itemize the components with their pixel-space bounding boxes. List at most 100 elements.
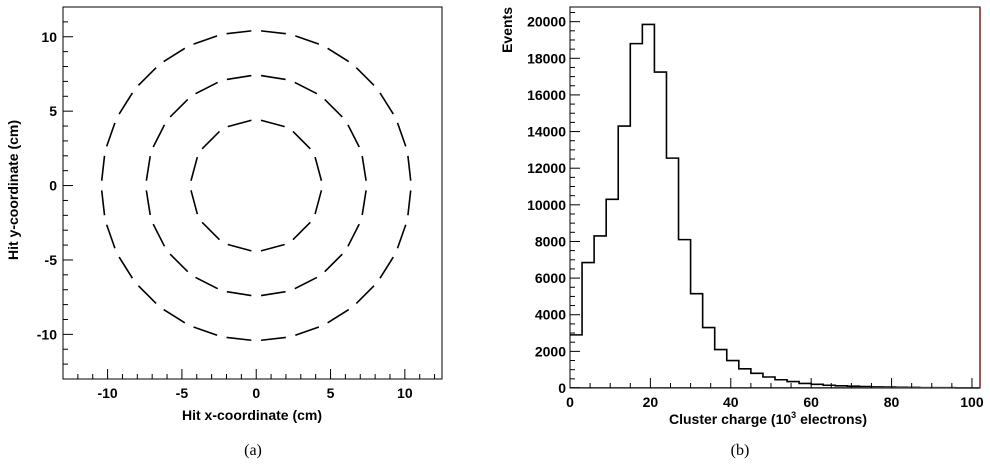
y-tick-label: 6000 xyxy=(535,270,566,286)
ring2-segment xyxy=(145,156,152,181)
ring1-segment xyxy=(314,156,323,181)
ring2-segment xyxy=(195,276,219,290)
ring1-segment xyxy=(260,119,285,128)
histogram-bin xyxy=(630,44,642,388)
x-tick-label: 10 xyxy=(397,385,413,401)
caption-b: (b) xyxy=(731,442,750,459)
ring3-segment xyxy=(295,326,320,337)
ring3-segment xyxy=(407,155,412,181)
ring2-segment xyxy=(347,124,360,148)
ring3-segment xyxy=(379,92,394,115)
ring3-segment xyxy=(407,190,412,216)
ring1-segment xyxy=(190,156,199,181)
x-tick-label: 0 xyxy=(252,385,260,401)
x-tick-label: 0 xyxy=(566,394,574,410)
y-axis-ticks: 10 5 0 -5 -10 xyxy=(37,21,73,365)
ring2-segment xyxy=(226,290,252,297)
ring1-segment xyxy=(292,221,311,241)
y-tick-label: -5 xyxy=(45,252,58,268)
histogram-bin xyxy=(703,328,715,388)
ring2-segment xyxy=(294,276,318,290)
ring2-segment xyxy=(152,124,166,148)
ring2-segment xyxy=(347,223,360,247)
panel-a: -10 -5 0 5 10 10 5 0 -5 -10 Hit x-coordinate (cm… xyxy=(5,6,443,459)
y-tick-label: 5 xyxy=(49,103,57,119)
y-tick-label: 12000 xyxy=(527,160,566,176)
ring3-segment xyxy=(137,285,157,305)
x-tick-label: -10 xyxy=(97,385,117,401)
ring1-segment xyxy=(292,130,311,150)
ring2-segment xyxy=(169,253,189,273)
ring3-segment xyxy=(379,256,394,279)
x-tick-label: 20 xyxy=(643,394,659,410)
ring3-segment xyxy=(260,336,286,342)
ring2-segment xyxy=(361,190,367,216)
histogram-line xyxy=(570,23,980,389)
histogram-bin xyxy=(642,24,654,388)
ring3-segment xyxy=(327,308,350,324)
ring3-segment xyxy=(105,224,116,249)
ring-segments xyxy=(100,30,412,342)
y-tick-label: 20000 xyxy=(527,14,566,30)
y-tick-label: 10 xyxy=(41,29,57,45)
ring3-segment xyxy=(396,224,407,249)
x-tick-label: 40 xyxy=(723,394,739,410)
histogram-bin xyxy=(727,361,739,388)
panel-b: 0 20 40 60 80 100 0 2000 4000 6000 8000 10000 12000… xyxy=(499,6,984,459)
ring1-segment xyxy=(260,243,285,252)
histogram-bin xyxy=(618,126,630,388)
ring3-segment xyxy=(118,256,134,279)
ring3-segment xyxy=(105,122,116,147)
panel-a-frame xyxy=(62,6,443,380)
x-tick-label: 80 xyxy=(884,394,900,410)
ring3-segment xyxy=(100,155,106,181)
histogram-bins xyxy=(570,24,980,388)
panel-b-frame xyxy=(569,6,981,389)
ring3-segment xyxy=(193,35,218,45)
y-tick-label: 16000 xyxy=(527,87,566,103)
y-axis-title: Hit y-coordinate (cm) xyxy=(5,120,21,260)
y-tick-label: 14000 xyxy=(527,124,566,140)
histogram-bin xyxy=(654,72,666,388)
histogram-bin xyxy=(775,380,787,388)
ring2-segment xyxy=(294,81,318,95)
y-tick-label: 18000 xyxy=(527,50,566,66)
ring1-segment xyxy=(227,243,252,252)
ring2-segment xyxy=(260,290,286,297)
ring2-segment xyxy=(226,74,252,81)
histogram-bin xyxy=(739,369,751,388)
ring3-segment xyxy=(355,285,375,305)
x-axis-title: Cluster charge (103 electrons) xyxy=(669,410,867,427)
histogram-bin xyxy=(570,335,582,388)
ring1-segment xyxy=(227,119,252,128)
ring3-segment xyxy=(396,122,407,147)
histogram-bin xyxy=(691,294,703,388)
ring2-segment xyxy=(324,253,343,273)
histogram-bin xyxy=(582,263,594,388)
ring1-segment xyxy=(190,190,199,215)
ring2-segment xyxy=(195,81,219,95)
x-tick-label: 60 xyxy=(803,394,819,410)
ring2-segment xyxy=(260,74,286,81)
ring3-segment xyxy=(100,190,106,216)
caption-a: (a) xyxy=(244,442,262,459)
ring1-segment xyxy=(201,130,221,150)
ring3-segment xyxy=(260,30,286,35)
ring3-segment xyxy=(355,67,375,86)
histogram-bin xyxy=(763,377,775,388)
y-tick-label: 2000 xyxy=(535,343,566,359)
ring2-segment xyxy=(324,98,343,118)
ring3-segment xyxy=(226,30,252,35)
ring3-segment xyxy=(226,336,252,342)
ring3-segment xyxy=(137,67,157,86)
histogram-bin xyxy=(751,373,763,388)
y-tick-label: 8000 xyxy=(535,233,566,249)
x-axis-ticks: 0 20 40 60 80 100 xyxy=(566,378,984,410)
histogram-bin xyxy=(594,236,606,388)
ring3-segment xyxy=(193,326,218,337)
x-axis-title-sup: 3 xyxy=(791,410,796,420)
ring2-segment xyxy=(145,190,152,216)
y-axis-ticks: 0 2000 4000 6000 8000 10000 12000 14000 16000 180… xyxy=(527,11,580,396)
ring3-segment xyxy=(295,35,320,45)
